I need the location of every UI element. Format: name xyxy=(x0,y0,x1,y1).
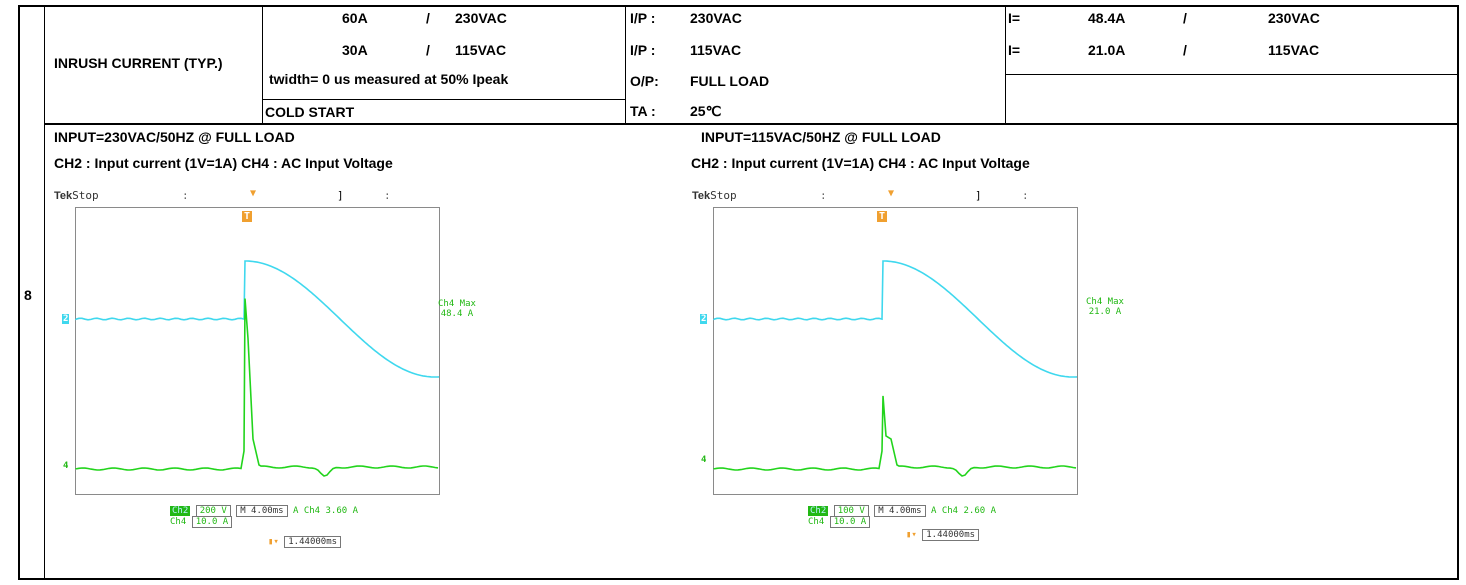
table-border-left xyxy=(18,5,20,580)
scope-230-ch2-label: Ch2 xyxy=(170,506,191,516)
scope-230-ch2-marker: 2 xyxy=(62,314,70,324)
scope-115-ch2-trace xyxy=(713,260,1078,378)
scope-115-trigger-position: ▮▾ 1.44000ms xyxy=(906,529,980,541)
conditions-divider xyxy=(1005,5,1006,125)
scope-115-trigger-position-value: 1.44000ms xyxy=(922,529,980,541)
condition-key-1: I/P : xyxy=(630,10,656,26)
spec-values-divider xyxy=(625,5,626,125)
scope-115-trigger-marker: T xyxy=(877,211,888,222)
scope-230-trigger-position-value: 1.44000ms xyxy=(284,536,342,548)
scope-115-timebase: M 4.00ms xyxy=(874,505,926,517)
scope-115-title: INPUT=115VAC/50HZ @ FULL LOAD xyxy=(701,129,941,145)
scope-230-mode: Stop xyxy=(72,189,99,202)
result-sep-1: / xyxy=(1183,10,1187,26)
scope-115-channels: CH2 : Input current (1V=1A) CH4 : AC Inp… xyxy=(691,155,1030,171)
condition-value-2: 115VAC xyxy=(690,42,742,58)
scope-115-ch2-scale: 100 V xyxy=(833,505,869,517)
scope-115-ch4-trace xyxy=(713,395,1077,477)
scope-230-measurement-name: Ch4 Max xyxy=(438,299,476,309)
spec-start: COLD START xyxy=(265,104,355,120)
scope-230-measurement: Ch4 Max 48.4 A xyxy=(438,299,476,319)
scope-230-ch2-trace xyxy=(75,260,440,378)
results-divider xyxy=(1005,74,1459,75)
result-current-2: 21.0A xyxy=(1088,42,1126,58)
spec-label: INRUSH CURRENT (TYP.) xyxy=(54,55,223,71)
condition-key-4: TA : xyxy=(630,103,656,119)
cold-start-divider xyxy=(262,99,626,100)
scope-230-title: INPUT=230VAC/50HZ @ FULL LOAD xyxy=(54,129,295,145)
spec-sep-115: / xyxy=(426,42,430,58)
scope-230-trigger-level: 3.60 A xyxy=(325,506,359,516)
spec-current-115: 30A xyxy=(342,42,368,58)
spec-voltage-230: 230VAC xyxy=(455,10,507,26)
scope-230: TekStop : ] : ▼ T 2 4 Ch4 Max 48.4 A Ch2… xyxy=(50,185,476,555)
scope-230-channels: CH2 : Input current (1V=1A) CH4 : AC Inp… xyxy=(54,155,393,171)
scope-230-screen xyxy=(75,207,440,495)
scope-115-ch4-marker: 4 xyxy=(701,455,707,465)
scope-115-measurement-name: Ch4 Max xyxy=(1086,297,1124,307)
scope-230-trigger-top-marker: ▼ xyxy=(250,188,257,199)
scope-115: TekStop : ] : ▼ T 2 4 Ch4 Max 21.0 A Ch2… xyxy=(688,185,1124,555)
scope-230-brand: Tek xyxy=(54,190,73,202)
scope-230-ch4-marker: 4 xyxy=(63,461,69,471)
condition-key-2: I/P : xyxy=(630,42,656,58)
scope-230-trigger-marker: T xyxy=(242,211,253,222)
spec-voltage-115: 115VAC xyxy=(455,42,507,58)
scope-115-status-bar: TekStop : ] : xyxy=(692,189,1029,202)
condition-key-3: O/P: xyxy=(630,73,659,89)
scope-115-settings: Ch2 100 V M 4.00ms A Ch4 2.60 A Ch4 10.0… xyxy=(808,505,997,528)
scope-230-trigger-position: ▮▾ 1.44000ms xyxy=(268,536,342,548)
scope-230-status-bar: TekStop : ] : xyxy=(54,189,391,202)
row-number-divider xyxy=(44,5,45,580)
result-voltage-2: 115VAC xyxy=(1268,42,1320,58)
table-border-bottom xyxy=(18,578,1459,580)
scope-230-measurement-value: 48.4 A xyxy=(440,309,474,319)
scope-115-screen xyxy=(713,207,1078,495)
scope-230-ch2-scale: 200 V xyxy=(195,505,231,517)
result-key-1: I= xyxy=(1008,10,1021,26)
scope-115-ch4-scale: 10.0 A xyxy=(829,516,871,528)
scope-115-ch2-label: Ch2 xyxy=(808,506,829,516)
result-key-2: I= xyxy=(1008,42,1021,58)
scope-230-ch4-label: Ch4 xyxy=(170,517,187,527)
header-row-divider xyxy=(44,123,1459,125)
scope-115-ch4-label: Ch4 xyxy=(808,517,825,527)
scope-115-measurement: Ch4 Max 21.0 A xyxy=(1086,297,1124,317)
scope-230-waveforms xyxy=(75,260,440,477)
scope-115-ch2-marker: 2 xyxy=(700,314,708,324)
row-number: 8 xyxy=(24,287,32,303)
spec-label-divider xyxy=(262,5,263,125)
spec-sep-230: / xyxy=(426,10,430,26)
spec-note: twidth= 0 us measured at 50% Ipeak xyxy=(269,71,509,87)
scope-115-measurement-value: 21.0 A xyxy=(1088,307,1122,317)
condition-value-3: FULL LOAD xyxy=(690,73,770,89)
condition-value-4: 25℃ xyxy=(690,103,722,119)
spec-current-230: 60A xyxy=(342,10,368,26)
scope-115-mode: Stop xyxy=(710,189,737,202)
scope-115-trigger-source: A Ch4 xyxy=(930,506,959,516)
scope-115-trigger-level: 2.60 A xyxy=(963,506,997,516)
scope-230-ch4-scale: 10.0 A xyxy=(191,516,233,528)
scope-115-brand: Tek xyxy=(692,190,711,202)
table-border-top xyxy=(18,5,1459,7)
scope-230-timebase: M 4.00ms xyxy=(236,505,288,517)
result-voltage-1: 230VAC xyxy=(1268,10,1320,26)
scope-230-ch4-trace xyxy=(75,298,439,477)
scope-230-trigger-source: A Ch4 xyxy=(292,506,321,516)
scope-230-settings: Ch2 200 V M 4.00ms A Ch4 3.60 A Ch4 10.0… xyxy=(170,505,359,528)
condition-value-1: 230VAC xyxy=(690,10,742,26)
result-current-1: 48.4A xyxy=(1088,10,1126,26)
scope-115-waveforms xyxy=(713,260,1078,477)
table-border-right xyxy=(1457,5,1459,580)
result-sep-2: / xyxy=(1183,42,1187,58)
scope-115-trigger-top-marker: ▼ xyxy=(888,188,895,199)
